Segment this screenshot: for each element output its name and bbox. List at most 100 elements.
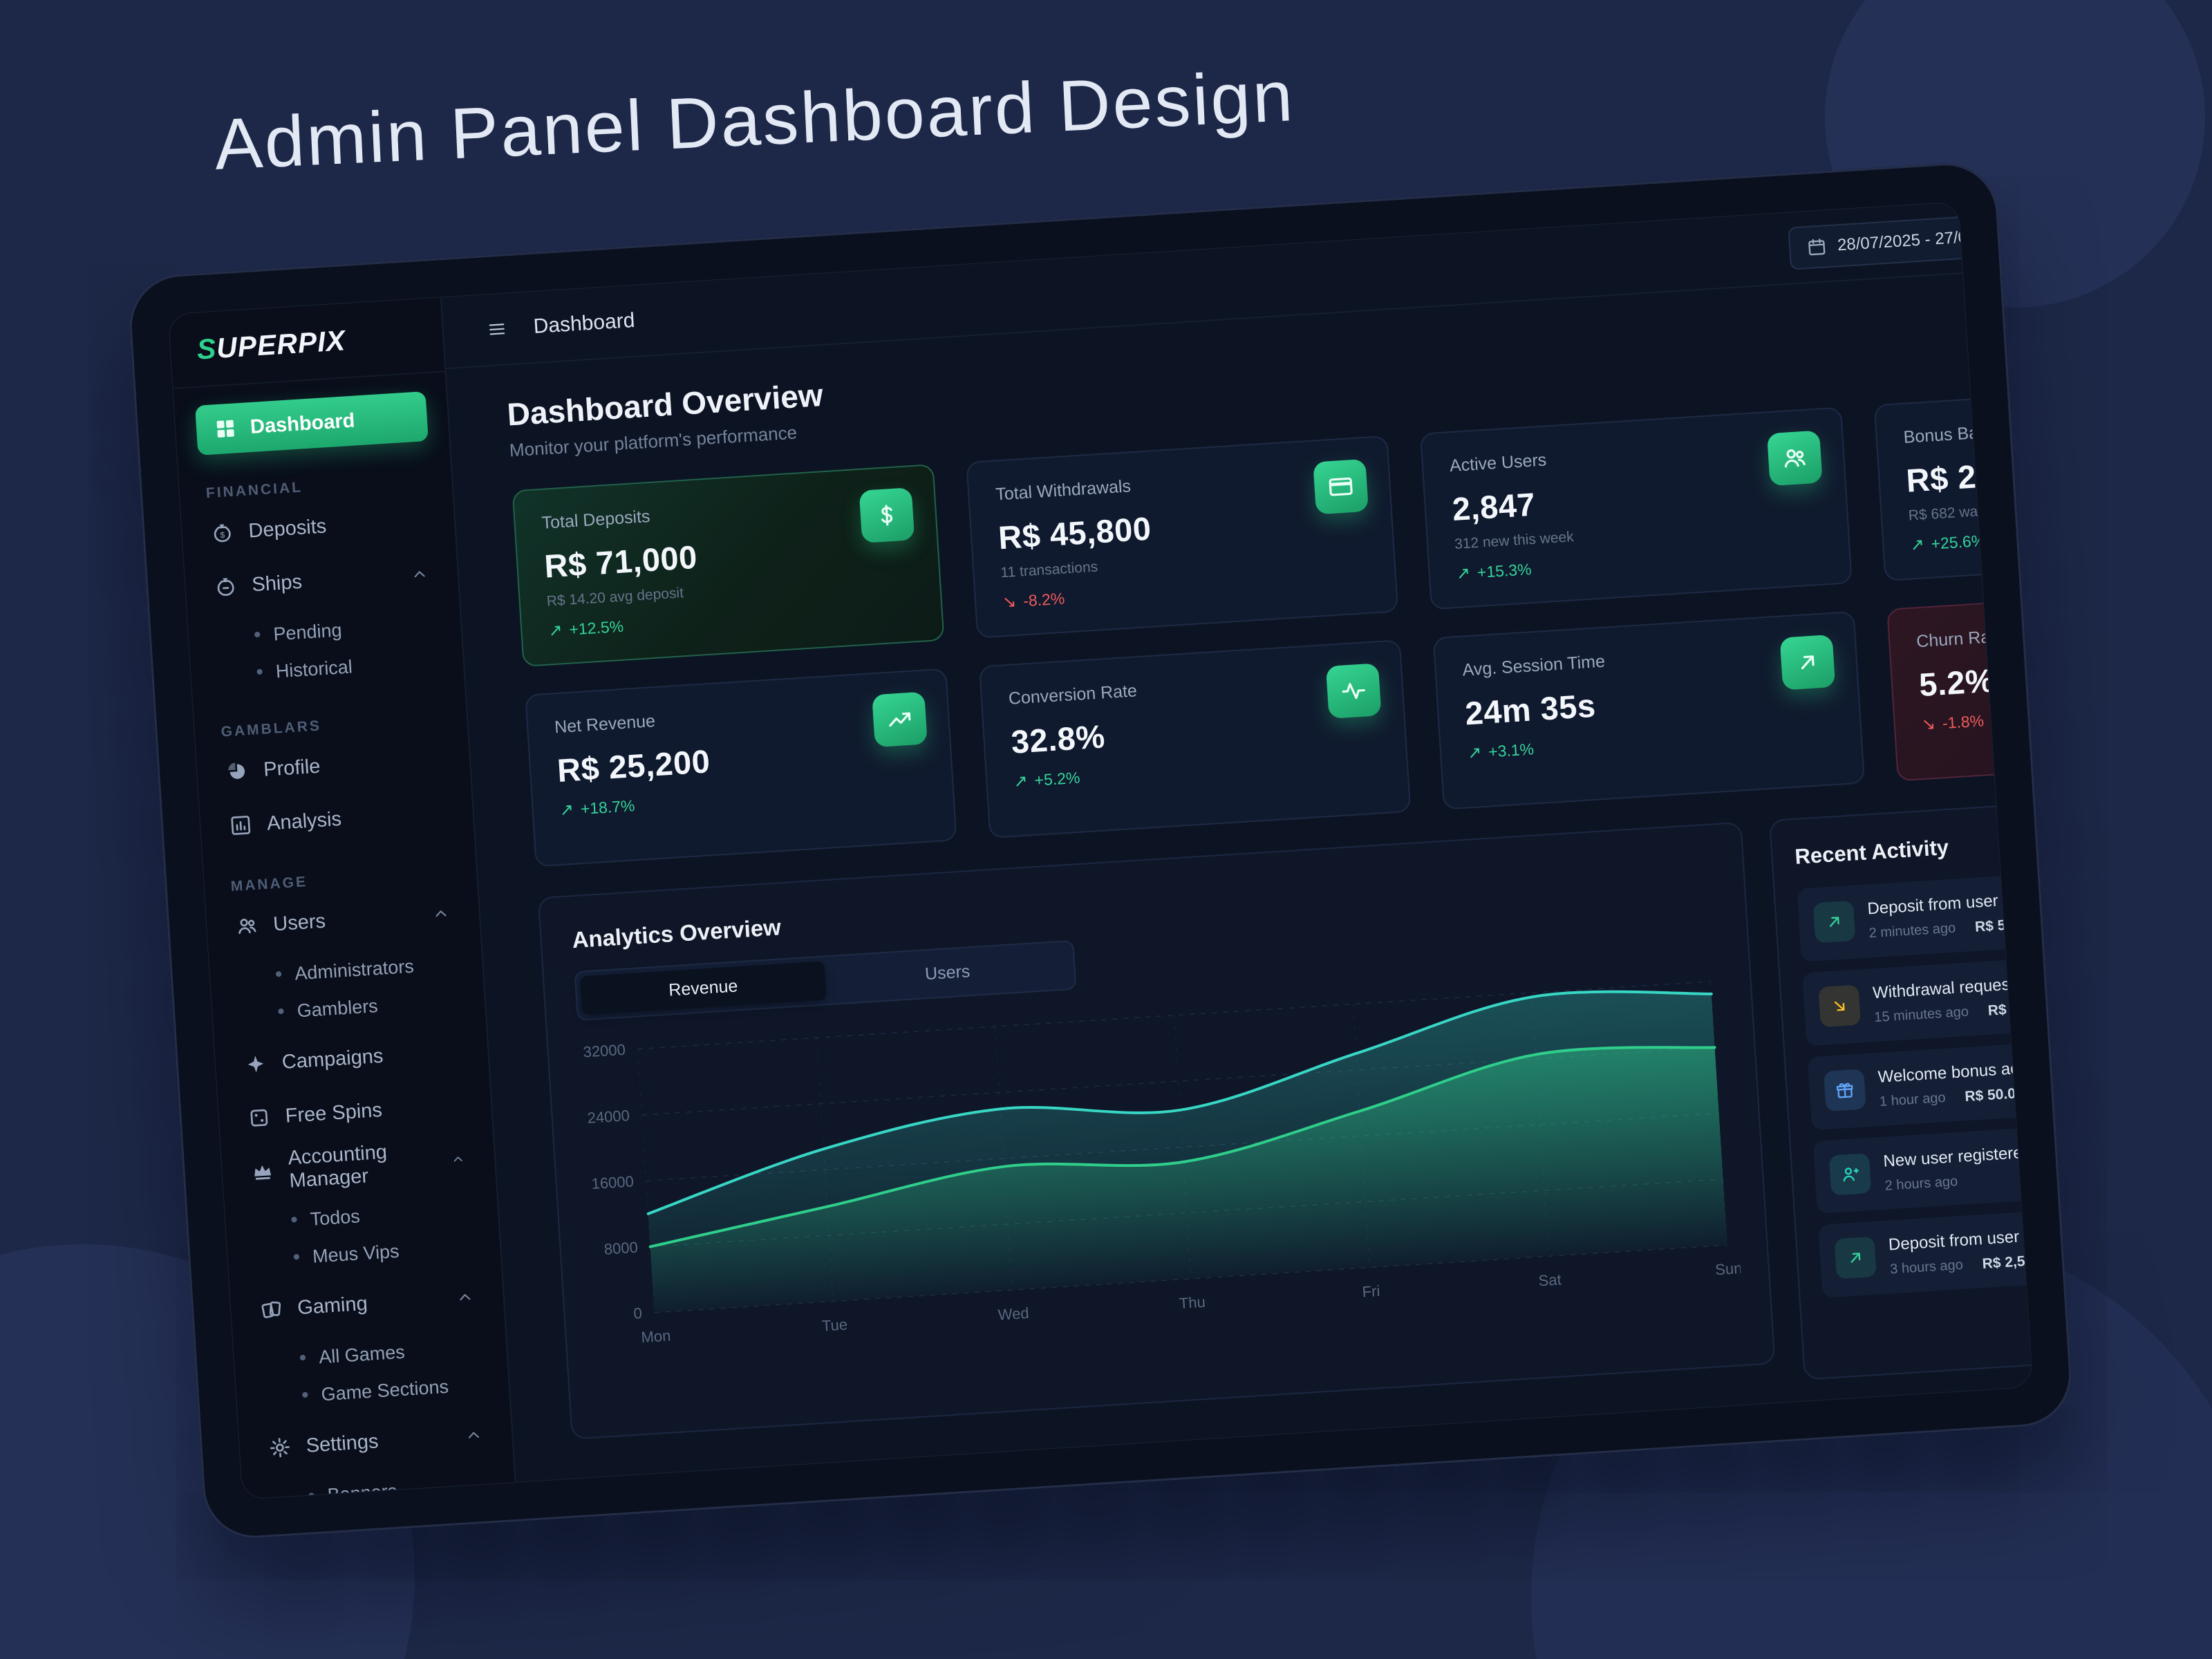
svg-text:Tue: Tue [821,1315,848,1334]
tab-users[interactable]: Users [824,946,1071,1000]
trend-up-icon: ↗ [1467,742,1483,763]
stat-card-avg-session-time: Avg. Session Time 24m 35s ↗ +3.1% [1432,610,1866,810]
stat-card-active-users: Active Users 2,847 312 new this week ↗ +15.3… [1420,406,1853,610]
bullet: • [307,1484,316,1499]
chevron-up-icon[interactable] [410,565,429,584]
sidebar-subitem-label: Historical [274,655,353,682]
users-icon [235,915,259,938]
chevron-up-icon[interactable] [456,1288,475,1307]
sidebar-item-gaming[interactable]: Gaming [250,1274,483,1333]
sidebar-item-campaigns[interactable]: Campaigns [235,1029,468,1087]
activity-amount: R$ 2,500.00 [1981,1250,2034,1273]
activity-meta: 3 hours ago R$ 2,500.00 [1890,1250,2034,1278]
trend-up-icon: ↗ [1455,563,1471,583]
dollar-icon [859,487,915,543]
sidebar-subitem-label: Todos [309,1205,361,1230]
sidebar-subitem-label: Banners [326,1480,398,1499]
area-chart: 0 8000 16000 24000 32000 Mon Tue Wed Thu Fri Sat Su… [583,981,1742,1346]
sidebar-subitem-label: Game Sections [320,1376,449,1405]
dice-icon [247,1106,271,1130]
credit-card-icon [1313,458,1369,515]
svg-text:$: $ [220,530,225,540]
activity-item-deposit-from-user-4821: Deposit from user #4821 2 minutes ago R$ 5… [1797,867,2034,962]
activity-title: Deposit from user #3915 [1888,1224,2034,1255]
main-area: Dashboard 28/07/2025 - 27/08/2025 Dashbo… [441,201,2034,1482]
activity-meta: 2 hours ago [1884,1169,2033,1194]
sidebar-item-label: Gaming [297,1292,368,1319]
sidebar-item-label: Accounting Manager [287,1141,388,1192]
activity-time: 2 hours ago [1884,1174,1958,1194]
activity-body: Withdrawal request #9812 15 minutes ago R$… [1872,972,2033,1027]
panels-row: Analytics Overview Revenue Users 0 8000 160… [537,785,2034,1458]
sidebar-item-label: Campaigns [281,1044,384,1074]
sidebar-item-label: Free Spins [284,1098,383,1127]
stat-card-total-deposits: Total Deposits R$ 71,000 R$ 14.20 avg depo… [512,464,945,667]
activity-meta: 1 hour ago R$ 50.00 [1879,1082,2033,1111]
sidebar-item-label: Deposits [247,514,328,542]
svg-text:Fri: Fri [1362,1282,1380,1301]
sidebar-item-profile[interactable]: Profile [216,736,449,795]
arrow-down-right-icon [1818,984,1861,1028]
bar-chart-icon [229,814,252,837]
analytics-panel: Analytics Overview Revenue Users 0 8000 160… [537,821,1776,1440]
activity-time: 2 minutes ago [1868,920,1956,941]
sidebar-item-label: Dashboard [250,409,356,438]
chevron-up-icon[interactable] [465,1426,484,1445]
activity-title: Deposit from user #4821 [1866,888,2034,919]
sidebar-item-analysis[interactable]: Analysis [220,790,453,849]
sidebar-item-users[interactable]: Users [226,891,459,950]
sparkle-icon [244,1052,268,1076]
pie-chart-icon [225,760,249,783]
trend-down-icon: ↘ [1002,591,1018,612]
arrow-up-right-icon [1834,1236,1877,1280]
activity-time: 15 minutes ago [1873,1004,1969,1026]
menu-icon[interactable] [485,319,509,339]
recent-activity-title: Recent Activity [1794,834,1950,869]
bullet: • [274,962,283,986]
bullet: • [252,623,262,647]
stat-value: 5.2% [1918,662,1996,704]
activity-title: Withdrawal request #9812 [1872,971,2034,1003]
chevron-up-icon[interactable] [451,1150,466,1169]
activity-meta: 15 minutes ago R$ 1,200.00 [1874,998,2034,1027]
sidebar-item-free-spins[interactable]: Free Spins [238,1082,471,1141]
sidebar-item-label: Users [272,910,326,935]
stats-grid: Total Deposits R$ 71,000 R$ 14.20 avg depo… [512,378,2034,868]
activity-time: 1 hour ago [1879,1089,1947,1109]
sidebar-item-label: Profile [263,755,321,781]
sidebar-subitem-banners[interactable]: • Banners [263,1466,496,1499]
recent-activity-panel: Recent Activity Deposit from user #4821 2… [1769,796,2034,1380]
activity-item-new-user-registered: New user registered 2 hours ago [1812,1120,2034,1214]
sidebar-section-manage: MANAGE [230,874,308,895]
bullet: • [255,660,264,684]
date-range-picker[interactable]: 28/07/2025 - 27/08/2025 [1788,212,2034,270]
svg-text:16000: 16000 [591,1172,635,1192]
user-plus-icon [1828,1153,1872,1196]
dashboard-screen: SUPERPIX Dashboard FINANCIAL $ Deposits Ship… [167,201,2034,1500]
bullet: • [301,1383,310,1407]
sidebar-item-accounting-manager[interactable]: Accounting Manager [242,1136,475,1195]
activity-amount: R$ 50.00 [1964,1085,2025,1105]
user-group-icon [1767,430,1823,487]
activity-item-deposit-from-user-3915: Deposit from user #3915 3 hours ago R$ 2,5… [1818,1203,2034,1298]
activity-body: Welcome bonus activated 1 hour ago R$ 50.0… [1877,1056,2033,1111]
stat-label: Total Deposits [541,506,651,533]
chevron-up-icon[interactable] [431,904,451,924]
sidebar-item-deposits[interactable]: $ Deposits [202,498,435,556]
admin-app: SUPERPIX Dashboard FINANCIAL $ Deposits Ship… [168,201,2034,1499]
tab-revenue[interactable]: Revenue [579,961,827,1015]
activity-item-withdrawal-request-9812: Withdrawal request #9812 15 minutes ago R$… [1802,951,2034,1047]
svg-text:Mon: Mon [641,1327,671,1346]
sidebar-section-gamblars: GAMBLARS [221,718,322,740]
stat-label: Active Users [1449,450,1547,476]
sidebar-item-dashboard[interactable]: Dashboard [195,391,429,456]
sidebar-subitem-label: All Games [318,1341,406,1367]
topbar: Dashboard 28/07/2025 - 27/08/2025 [441,201,2034,370]
svg-text:0: 0 [633,1304,643,1322]
svg-text:Thu: Thu [1179,1293,1206,1312]
trend-down-icon: ↘ [1921,713,1936,735]
sidebar-item-ships[interactable]: Ships [205,552,438,610]
sidebar-item-settings[interactable]: Settings [259,1412,492,1471]
stat-label: Churn Rate [1915,626,2005,652]
stat-card-bonus-balance: Bonus Balance R$ 22,400 R$ 682 wallet avg ↗… [1873,378,2034,581]
